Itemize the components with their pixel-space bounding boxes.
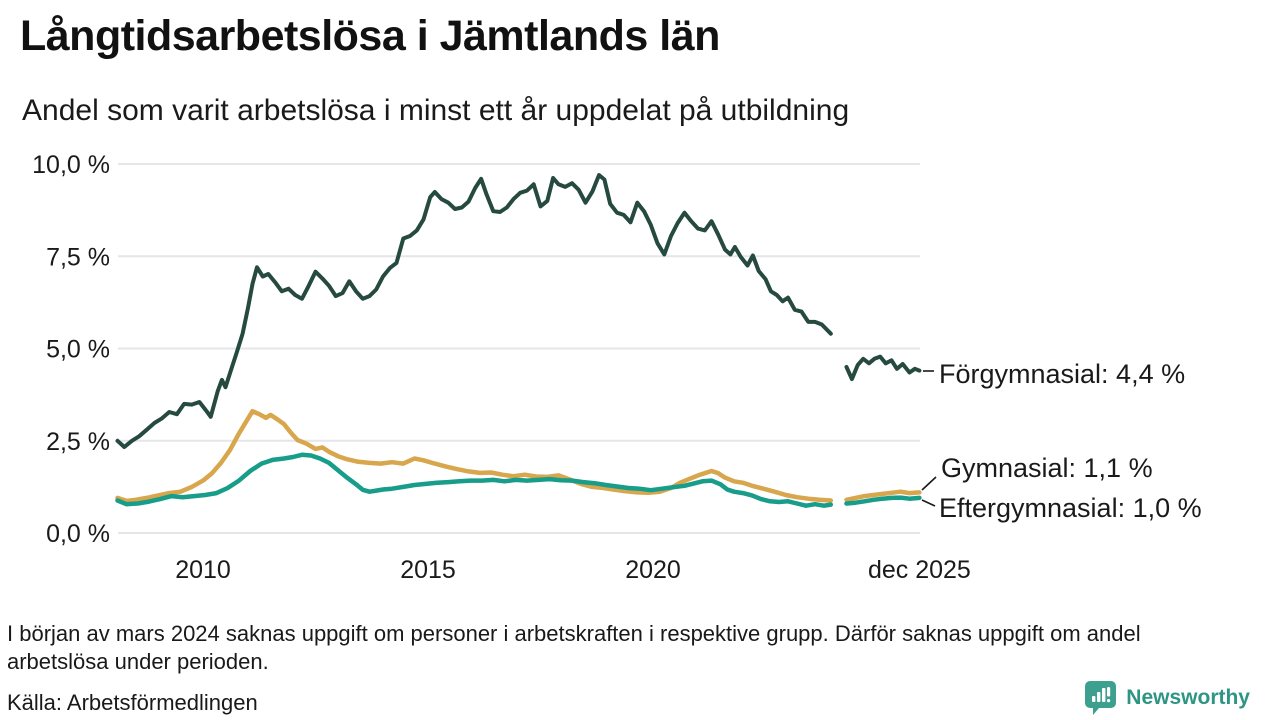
y-tick-label: 2,5 % <box>46 428 110 456</box>
y-tick-label: 7,5 % <box>46 243 110 271</box>
series-end-label: Förgymnasial: 4,4 % <box>939 359 1185 389</box>
y-tick-label: 0,0 % <box>46 520 110 548</box>
series-line-förgymnasial <box>844 354 922 382</box>
brand-name: Newsworthy <box>1126 686 1250 709</box>
series-line-eftergymnasial <box>115 452 834 508</box>
brand-logo: Newsworthy <box>1084 680 1250 716</box>
annotation-connector <box>921 476 937 491</box>
annotation-connector <box>921 499 936 507</box>
y-tick-label: 10,0 % <box>32 151 110 179</box>
series-line-gymnasial <box>844 489 922 503</box>
chart-footnote: I början av mars 2024 saknas uppgift om … <box>7 621 1141 674</box>
series-end-label: Gymnasial: 1,1 % <box>941 453 1153 483</box>
series-end-label: Eftergymnasial: 1,0 % <box>939 493 1202 523</box>
series-line-eftergymnasial <box>844 495 922 506</box>
page-title: Långtidsarbetslösa i Jämtlands län <box>20 12 720 60</box>
y-tick-label: 5,0 % <box>46 336 110 364</box>
x-tick-label: 2015 <box>400 556 456 584</box>
series-line-förgymnasial <box>115 173 833 449</box>
x-tick-label: 2020 <box>625 556 681 584</box>
newsworthy-icon <box>1085 681 1117 715</box>
x-tick-label: dec 2025 <box>868 556 971 584</box>
series-line-gymnasial <box>115 408 834 504</box>
page-subtitle: Andel som varit arbetslösa i minst ett å… <box>22 94 850 127</box>
x-tick-label: 2010 <box>175 556 231 584</box>
source-note: Källa: Arbetsförmedlingen <box>7 690 258 715</box>
